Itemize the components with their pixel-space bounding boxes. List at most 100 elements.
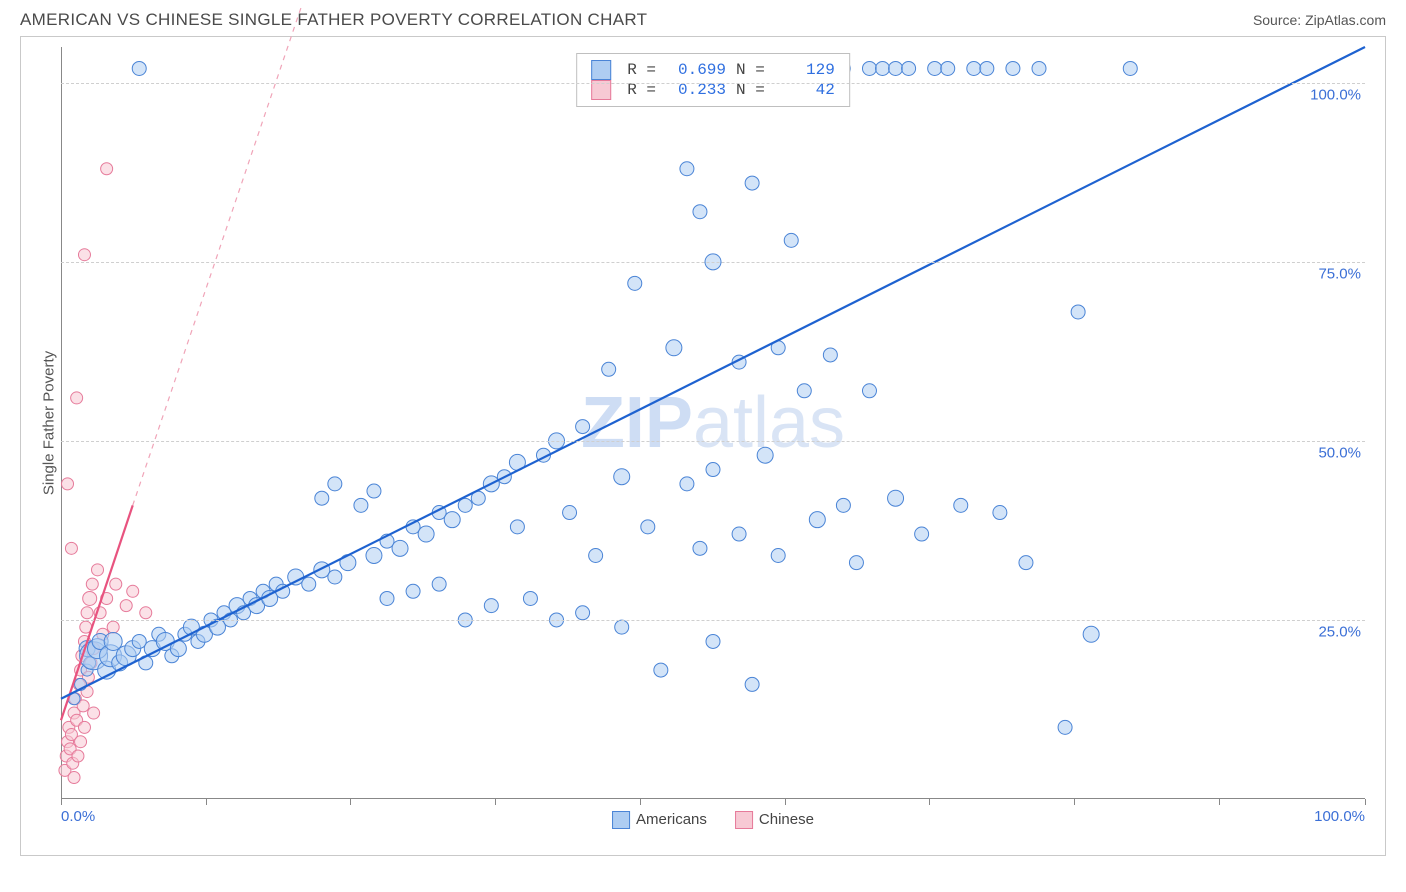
data-point	[1123, 61, 1137, 75]
data-point	[614, 469, 630, 485]
scatter-svg	[61, 47, 1365, 799]
data-point	[71, 392, 83, 404]
data-point	[81, 607, 93, 619]
data-point	[980, 61, 994, 75]
data-point	[367, 484, 381, 498]
data-point	[315, 491, 329, 505]
data-point	[732, 527, 746, 541]
gridline	[61, 620, 1365, 621]
data-point	[484, 599, 498, 613]
regression-line	[133, 4, 303, 505]
data-point	[127, 585, 139, 597]
data-point	[62, 478, 74, 490]
y-axis-label: Single Father Poverty	[41, 351, 58, 495]
data-point	[915, 527, 929, 541]
data-point	[888, 490, 904, 506]
data-point	[72, 750, 84, 762]
data-point	[602, 362, 616, 376]
data-point	[849, 556, 863, 570]
gridline	[61, 262, 1365, 263]
data-point	[928, 61, 942, 75]
data-point	[88, 707, 100, 719]
n-value: 129	[775, 61, 835, 79]
data-point	[444, 512, 460, 528]
data-point	[589, 548, 603, 562]
n-label: N =	[736, 61, 765, 79]
y-tick-label: 50.0%	[1318, 444, 1361, 461]
data-point	[745, 677, 759, 691]
r-label: R =	[627, 61, 656, 79]
series-legend-item: Chinese	[735, 811, 814, 829]
data-point	[680, 477, 694, 491]
data-point	[576, 606, 590, 620]
x-tick	[1219, 799, 1220, 805]
data-point	[693, 541, 707, 555]
x-tick	[206, 799, 207, 805]
chart-frame: Single Father Poverty ZIPatlas R =0.699 …	[20, 36, 1386, 856]
gridline	[61, 83, 1365, 84]
y-tick-label: 25.0%	[1318, 623, 1361, 640]
x-tick	[61, 799, 62, 805]
y-tick-label: 100.0%	[1310, 86, 1361, 103]
plot-area: Single Father Poverty ZIPatlas R =0.699 …	[61, 47, 1365, 799]
data-point	[784, 233, 798, 247]
data-point	[797, 384, 811, 398]
data-point	[563, 506, 577, 520]
data-point	[302, 577, 316, 591]
data-point	[876, 61, 890, 75]
data-point	[65, 542, 77, 554]
data-point	[78, 721, 90, 733]
data-point	[1019, 556, 1033, 570]
data-point	[902, 61, 916, 75]
legend-swatch	[612, 811, 630, 829]
data-point	[757, 447, 773, 463]
data-point	[140, 607, 152, 619]
data-point	[418, 526, 434, 542]
legend-row: R = 0.699 N = 129	[591, 60, 835, 80]
chart-header: AMERICAN VS CHINESE SINGLE FATHER POVERT…	[0, 0, 1406, 36]
data-point	[680, 162, 694, 176]
data-point	[771, 548, 785, 562]
data-point	[954, 498, 968, 512]
data-point	[1032, 61, 1046, 75]
data-point	[328, 570, 342, 584]
data-point	[120, 600, 132, 612]
data-point	[406, 584, 420, 598]
x-tick	[495, 799, 496, 805]
correlation-legend: R =0.699 N =129 R =0.233 N =42	[576, 53, 850, 107]
data-point	[68, 772, 80, 784]
data-point	[366, 547, 382, 563]
data-point	[314, 562, 330, 578]
data-point	[628, 276, 642, 290]
data-point	[666, 340, 682, 356]
data-point	[92, 564, 104, 576]
data-point	[693, 205, 707, 219]
legend-label: Chinese	[759, 811, 814, 828]
data-point	[1006, 61, 1020, 75]
data-point	[941, 61, 955, 75]
data-point	[132, 61, 146, 75]
data-point	[86, 578, 98, 590]
series-legend: AmericansChinese	[612, 811, 814, 829]
data-point	[889, 61, 903, 75]
regression-line	[61, 47, 1365, 699]
data-point	[432, 577, 446, 591]
r-value: 0.699	[666, 61, 726, 79]
data-point	[1083, 626, 1099, 642]
x-max-label: 100.0%	[1314, 808, 1365, 825]
y-tick-label: 75.0%	[1318, 265, 1361, 282]
data-point	[823, 348, 837, 362]
regression-line	[61, 505, 133, 720]
x-tick	[929, 799, 930, 805]
data-point	[107, 621, 119, 633]
data-point	[836, 498, 850, 512]
data-point	[706, 463, 720, 477]
data-point	[328, 477, 342, 491]
x-tick	[1365, 799, 1366, 805]
x-tick	[350, 799, 351, 805]
data-point	[75, 736, 87, 748]
data-point	[110, 578, 122, 590]
data-point	[654, 663, 668, 677]
data-point	[101, 163, 113, 175]
data-point	[458, 498, 472, 512]
